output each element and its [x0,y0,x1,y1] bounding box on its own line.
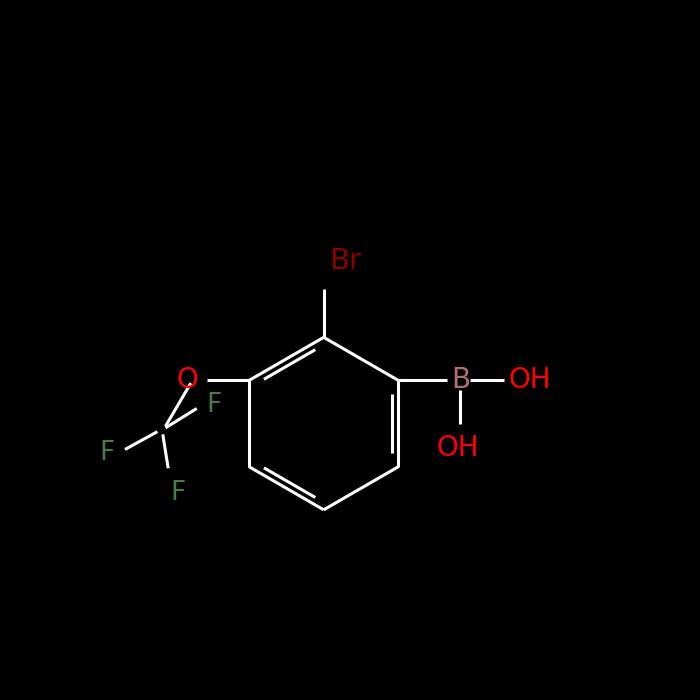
Text: OH: OH [436,434,479,463]
Text: B: B [451,367,470,395]
Text: O: O [176,367,198,395]
Text: F: F [206,392,221,418]
Text: Br: Br [329,247,361,275]
Text: OH: OH [509,367,552,395]
Text: F: F [99,440,114,466]
Text: F: F [171,480,186,506]
